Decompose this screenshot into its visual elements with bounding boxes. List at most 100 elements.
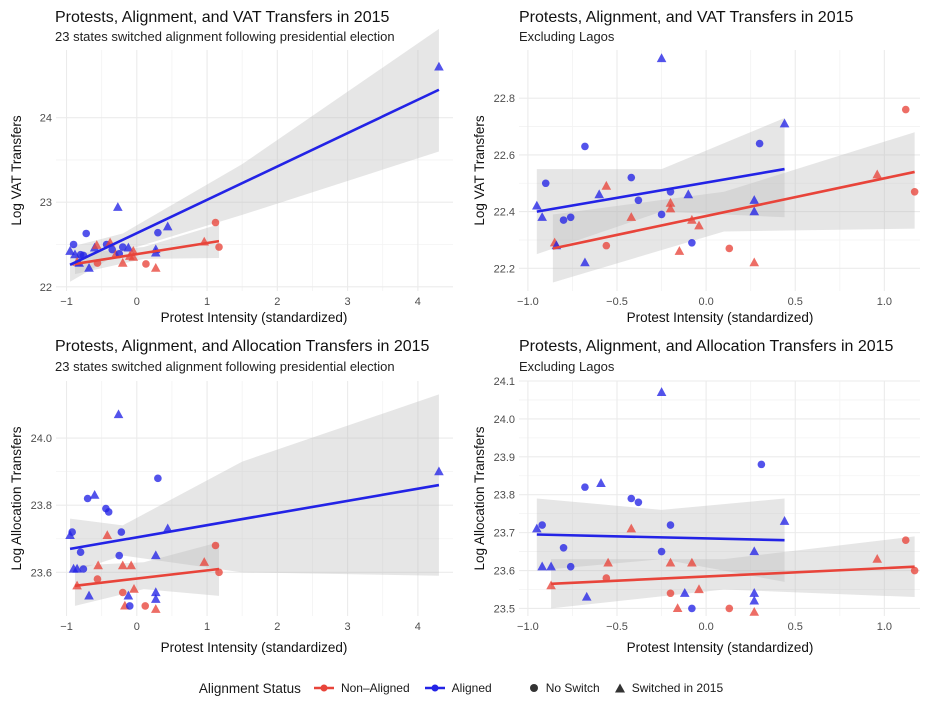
x-tick-label: 4 xyxy=(415,621,421,633)
confidence-band-non-aligned xyxy=(551,536,915,609)
point-triangle-aligned xyxy=(596,478,606,487)
point-circle-aligned xyxy=(581,142,589,151)
y-tick-label: 22.6 xyxy=(494,150,515,162)
point-triangle-aligned xyxy=(580,257,590,267)
legend-label-switched: Switched in 2015 xyxy=(631,681,724,695)
legend-key-aligned xyxy=(424,684,445,692)
point-circle-non-aligned xyxy=(211,541,220,550)
point-triangle-non-aligned xyxy=(117,560,128,570)
point-circle-aligned xyxy=(566,562,575,571)
x-tick-label: 0.5 xyxy=(788,621,803,633)
point-circle-aligned xyxy=(68,528,76,536)
point-triangle-aligned xyxy=(89,489,100,499)
point-triangle-aligned xyxy=(532,523,542,533)
point-circle-aligned xyxy=(657,547,666,556)
point-triangle-aligned xyxy=(162,523,173,533)
x-tick-label: 0 xyxy=(134,296,140,308)
point-circle-aligned xyxy=(538,521,546,529)
point-circle-non-aligned xyxy=(142,260,150,268)
x-tick-label: −1.0 xyxy=(517,621,539,633)
panel-3: −1 0 1 2 3 4 23.6 23.8 24.0 Protests, Alignment, … xyxy=(9,338,453,655)
chart-title: Protests, Alignment, and Allocation Tran… xyxy=(519,338,894,355)
point-circle-aligned xyxy=(125,602,134,610)
point-circle-non-aligned xyxy=(725,244,734,253)
y-tick-label: 22.2 xyxy=(494,263,515,275)
legend-item-non-aligned: Non–Aligned xyxy=(313,681,410,695)
point-triangle-aligned xyxy=(546,561,556,571)
point-triangle-aligned xyxy=(150,587,161,597)
point-triangle-non-aligned xyxy=(749,257,760,267)
point-triangle-aligned xyxy=(123,242,134,252)
confidence-band-non-aligned xyxy=(552,132,915,283)
point-triangle-aligned xyxy=(434,61,444,71)
point-circle-aligned xyxy=(104,508,113,516)
point-circle-aligned xyxy=(627,494,636,503)
y-tick-label: 24.1 xyxy=(494,376,515,388)
point-triangle-aligned xyxy=(123,590,134,600)
point-triangle-non-aligned xyxy=(626,212,637,221)
panel-4: −1.0 −0.5 0.0 0.5 1.0 23.5 23.6 23.7 23.8 23.9 24.… xyxy=(472,338,920,655)
point-circle-aligned xyxy=(559,216,568,224)
point-triangle-non-aligned xyxy=(694,584,704,594)
point-triangle-non-aligned xyxy=(694,220,704,230)
fit-line-non-aligned xyxy=(74,239,220,266)
point-circle-aligned xyxy=(581,483,589,491)
legend-item-aligned: Aligned xyxy=(424,681,492,695)
point-circle-non-aligned xyxy=(118,588,127,597)
point-triangle-non-aligned xyxy=(872,169,883,179)
chart-subtitle: 23 states switched alignment following p… xyxy=(55,29,395,44)
point-triangle-non-aligned xyxy=(126,560,136,570)
point-triangle-aligned xyxy=(537,561,547,571)
point-circle-aligned xyxy=(688,239,696,247)
y-tick-label: 24.0 xyxy=(494,414,515,426)
x-tick-label: 0.0 xyxy=(698,296,713,308)
point-triangle-non-aligned xyxy=(674,246,685,255)
point-triangle-aligned xyxy=(581,591,592,601)
y-tick-label: 23.8 xyxy=(31,500,52,512)
point-circle-aligned xyxy=(118,243,127,251)
y-axis-label: Log Allocation Transfers xyxy=(9,426,24,570)
point-triangle-non-aligned xyxy=(665,557,676,567)
point-circle-aligned xyxy=(154,474,162,483)
x-tick-label: −1 xyxy=(60,296,73,308)
point-circle-non-aligned xyxy=(666,589,675,598)
x-tick-label: 3 xyxy=(345,296,351,308)
legend-title: Alignment Status xyxy=(198,680,301,696)
point-triangle-aligned xyxy=(434,466,444,476)
confidence-band-non-aligned xyxy=(74,224,220,275)
x-axis-label: Protest Intensity (standardized) xyxy=(161,310,348,325)
fit-line-aligned xyxy=(536,167,785,213)
point-circle-aligned xyxy=(82,229,91,238)
point-triangle-non-aligned xyxy=(117,257,128,267)
y-tick-label: 23.6 xyxy=(494,566,515,578)
point-triangle-aligned xyxy=(749,595,760,605)
fit-line-non-aligned xyxy=(552,170,915,250)
x-tick-label: 1 xyxy=(204,296,210,308)
point-triangle-aligned xyxy=(656,387,667,396)
point-circle-non-aligned xyxy=(901,105,910,114)
y-tick-label: 23.7 xyxy=(494,528,515,540)
point-triangle-aligned xyxy=(679,588,690,597)
panel-2: −1.0 −0.5 0.0 0.5 1.0 22.2 22.4 22.6 22.8 Protest… xyxy=(472,9,920,325)
legend-label-non-aligned: Non–Aligned xyxy=(340,681,410,695)
chart-subtitle: Excluding Lagos xyxy=(519,359,615,374)
point-triangle-non-aligned xyxy=(199,557,210,566)
point-triangle-aligned xyxy=(749,546,760,556)
point-triangle-aligned xyxy=(749,195,760,204)
point-circle-aligned xyxy=(79,565,88,573)
point-circle-non-aligned xyxy=(211,218,220,227)
point-circle-aligned xyxy=(115,551,124,560)
point-triangle-non-aligned xyxy=(102,530,113,540)
point-triangle-aligned xyxy=(779,516,790,525)
point-circle-non-aligned xyxy=(602,241,611,250)
confidence-band-non-aligned xyxy=(74,542,220,606)
point-triangle-aligned xyxy=(150,594,161,603)
point-circle-non-aligned xyxy=(901,536,910,544)
legend-item-no-switch: No Switch xyxy=(528,681,600,695)
x-axis-label: Protest Intensity (standardized) xyxy=(627,640,814,655)
y-tick-label: 23.9 xyxy=(494,452,515,464)
y-tick-label: 22.4 xyxy=(494,207,515,219)
confidence-band-aligned xyxy=(536,118,785,255)
legend-label-no-switch: No Switch xyxy=(545,681,600,695)
